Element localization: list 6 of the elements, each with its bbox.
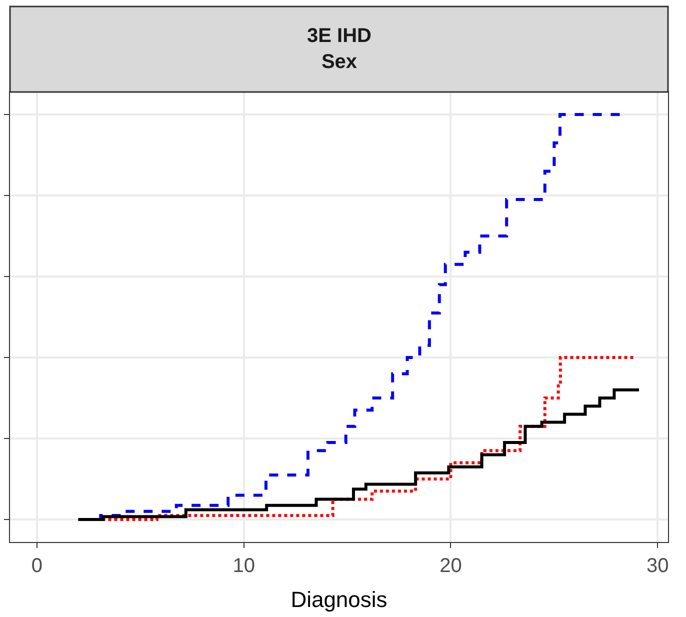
x-tick-label: 30 bbox=[646, 555, 669, 577]
chart-title: 3E IHD Sex bbox=[307, 25, 372, 73]
x-tick-label: 10 bbox=[232, 555, 255, 577]
x-tick-label: 0 bbox=[31, 555, 42, 577]
x-axis-title: Diagnosis bbox=[290, 586, 388, 612]
x-tick-label: 20 bbox=[440, 555, 462, 577]
